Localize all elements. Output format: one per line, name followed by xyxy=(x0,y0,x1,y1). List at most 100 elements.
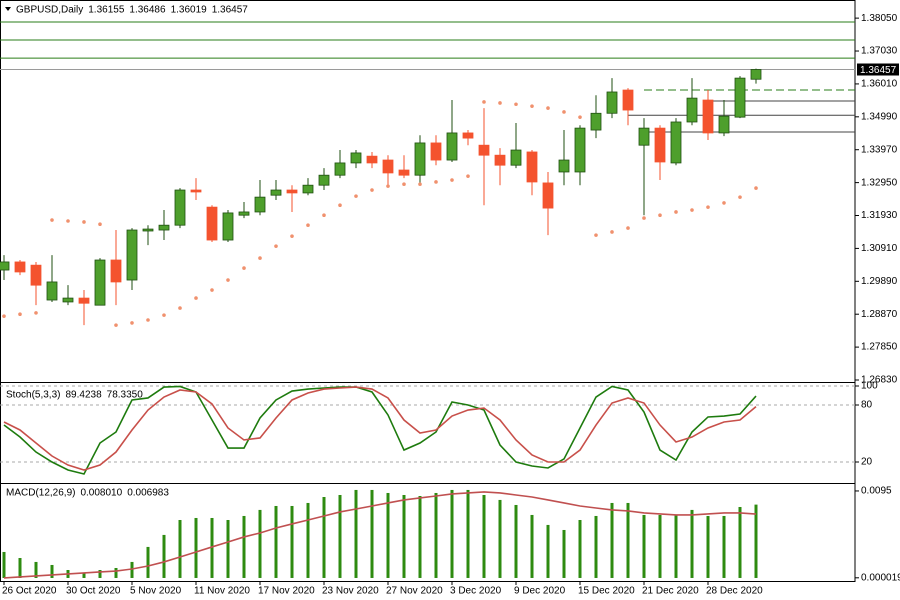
candle-body xyxy=(430,142,442,161)
sar-dot xyxy=(210,288,214,292)
candle-body xyxy=(526,151,538,183)
y-tick-label: 1.29890 xyxy=(861,276,898,287)
histogram-bar xyxy=(450,489,454,578)
x-tick-label: 17 Nov 2020 xyxy=(258,586,315,597)
histogram-bar xyxy=(754,504,758,578)
sar-dot xyxy=(434,180,438,184)
y-tick-label: 100 xyxy=(861,381,878,392)
candle-body xyxy=(462,132,474,139)
sar-dot xyxy=(482,100,486,104)
y-tick-label: 1.26830 xyxy=(861,375,898,386)
candle-body xyxy=(590,112,602,131)
indicator-value: 78.3350 xyxy=(107,390,144,401)
candle-body xyxy=(0,261,10,271)
sar-dot xyxy=(354,194,358,198)
candle-body xyxy=(446,132,458,161)
histogram-bar xyxy=(418,495,422,578)
close-value: 1.36457 xyxy=(212,5,249,16)
histogram-bar xyxy=(258,509,262,578)
sar-dot xyxy=(466,174,470,178)
x-tick-label: 11 Nov 2020 xyxy=(194,586,250,597)
sar-dot xyxy=(98,222,102,227)
y-tick-label: 1.31930 xyxy=(861,210,898,221)
indicator-value: 0.008010 xyxy=(80,488,122,499)
y-tick-label: 80 xyxy=(861,400,873,411)
histogram-bar xyxy=(130,561,134,578)
sar-dot xyxy=(402,182,406,187)
sar-dot xyxy=(130,321,134,325)
sar-dot xyxy=(658,213,662,217)
histogram-bar xyxy=(434,492,438,578)
sar-dot xyxy=(498,101,502,105)
sar-dot xyxy=(690,208,694,212)
x-tick-label: 3 Dec 2020 xyxy=(450,586,502,597)
candle-body xyxy=(542,182,554,209)
y-tick-label: 1.27850 xyxy=(861,342,898,353)
histogram-bar xyxy=(50,564,54,578)
sar-dot xyxy=(450,178,454,182)
indicator-title: MACD(12,26,9) xyxy=(6,488,75,499)
histogram-bar xyxy=(594,515,598,578)
candle-body xyxy=(222,212,234,241)
sar-dot xyxy=(594,233,598,237)
candle-body xyxy=(366,155,378,164)
y-tick-label: 1.32950 xyxy=(861,177,898,188)
histogram-bar xyxy=(514,504,518,578)
candle-body xyxy=(494,154,506,166)
sar-dot xyxy=(514,102,518,107)
y-tick-label: 1.28870 xyxy=(861,309,898,320)
histogram-bar xyxy=(658,514,662,578)
indicator-value: 89.4238 xyxy=(65,390,102,401)
sar-dot xyxy=(738,195,742,199)
candle-body xyxy=(14,261,26,273)
candle-body xyxy=(126,229,138,281)
candle-body xyxy=(654,127,666,163)
histogram-bar xyxy=(178,519,182,578)
candle-body xyxy=(238,211,250,216)
sar-dot xyxy=(82,220,86,224)
sar-dot xyxy=(418,182,422,187)
histogram-bar xyxy=(370,489,374,578)
histogram-bar xyxy=(402,494,406,578)
open-value: 1.36155 xyxy=(88,5,125,16)
x-tick-label: 26 Oct 2020 xyxy=(2,586,57,597)
sar-dot xyxy=(562,110,566,114)
histogram-bar xyxy=(194,517,198,578)
candle-body xyxy=(270,189,282,196)
candle-body xyxy=(478,144,490,156)
sar-dot xyxy=(258,256,262,260)
menu-arrow[interactable] xyxy=(5,7,11,11)
histogram-bar xyxy=(642,514,646,578)
histogram-bar xyxy=(242,515,246,578)
histogram-bar xyxy=(322,497,326,578)
histogram-bar xyxy=(482,494,486,578)
sar-dot xyxy=(306,223,310,227)
x-tick-label: 15 Dec 2020 xyxy=(578,586,635,597)
candle-body xyxy=(574,127,586,173)
candle-body xyxy=(254,196,266,213)
histogram-bar xyxy=(626,502,630,578)
candle-body xyxy=(302,184,314,194)
candle-body xyxy=(142,228,154,232)
histogram-bar xyxy=(610,502,614,578)
sar-dot xyxy=(322,213,326,217)
sar-dot xyxy=(274,244,278,248)
candle-body xyxy=(206,206,218,241)
histogram-bar xyxy=(338,494,342,578)
plot-frame xyxy=(0,0,856,582)
x-tick-label: 28 Dec 2020 xyxy=(706,586,763,597)
sar-dot xyxy=(194,296,198,300)
x-tick-label: 30 Oct 2020 xyxy=(66,586,121,597)
histogram-bar xyxy=(18,558,22,578)
histogram-bar xyxy=(674,514,678,578)
candle-body xyxy=(62,297,74,303)
histogram-bar xyxy=(162,534,166,578)
histogram-bar xyxy=(562,529,566,578)
histogram-bar xyxy=(546,524,550,578)
candle-body xyxy=(94,259,106,306)
candle-body xyxy=(334,162,346,176)
histogram-bar xyxy=(290,505,294,578)
histogram-bar xyxy=(306,502,310,578)
high-value: 1.36486 xyxy=(129,5,166,16)
y-tick-label: 0.000019 xyxy=(861,572,900,583)
